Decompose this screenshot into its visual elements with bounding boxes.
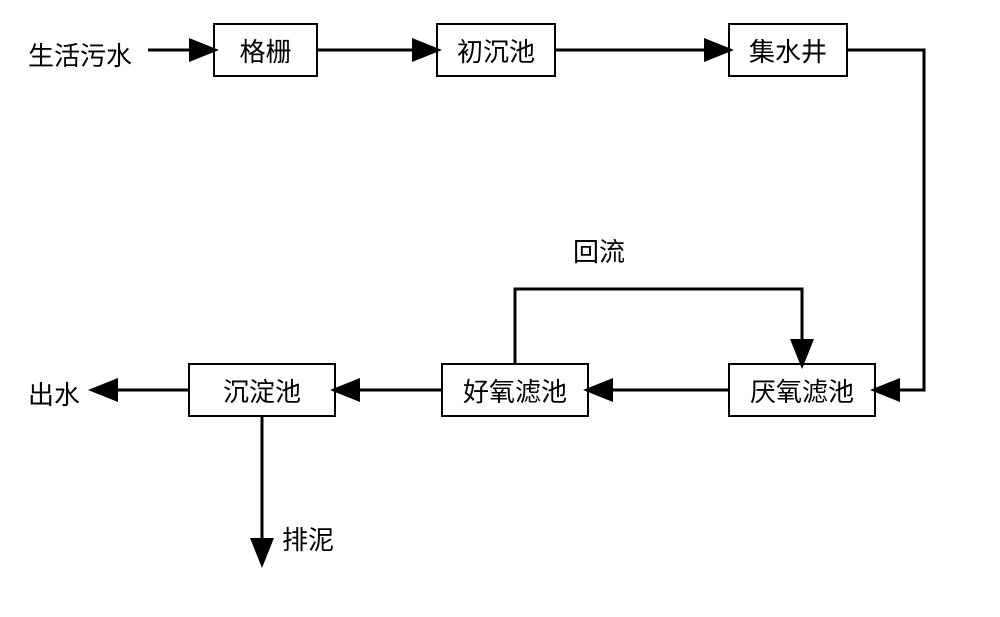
input-label: 生活污水 bbox=[28, 36, 132, 73]
primary-sed-text: 初沉池 bbox=[457, 32, 535, 69]
edge-reflux bbox=[515, 289, 802, 363]
sump-node: 集水井 bbox=[728, 23, 848, 77]
aerobic-text: 好氧滤池 bbox=[463, 372, 567, 409]
sump-text: 集水井 bbox=[749, 32, 827, 69]
grille-text: 格栅 bbox=[239, 32, 291, 69]
sed-tank-text: 沉淀池 bbox=[223, 372, 301, 409]
edge-sump-anaerobic bbox=[848, 50, 924, 390]
grille-node: 格栅 bbox=[213, 23, 318, 77]
primary-sed-node: 初沉池 bbox=[436, 23, 556, 77]
reflux-label: 回流 bbox=[573, 232, 625, 269]
anaerobic-text: 厌氧滤池 bbox=[750, 372, 854, 409]
flowchart-arrows bbox=[0, 0, 1000, 617]
sed-tank-node: 沉淀池 bbox=[188, 363, 336, 417]
output-label: 出水 bbox=[28, 375, 80, 412]
anaerobic-node: 厌氧滤池 bbox=[728, 363, 876, 417]
sludge-label: 排泥 bbox=[282, 520, 334, 557]
aerobic-node: 好氧滤池 bbox=[441, 363, 589, 417]
